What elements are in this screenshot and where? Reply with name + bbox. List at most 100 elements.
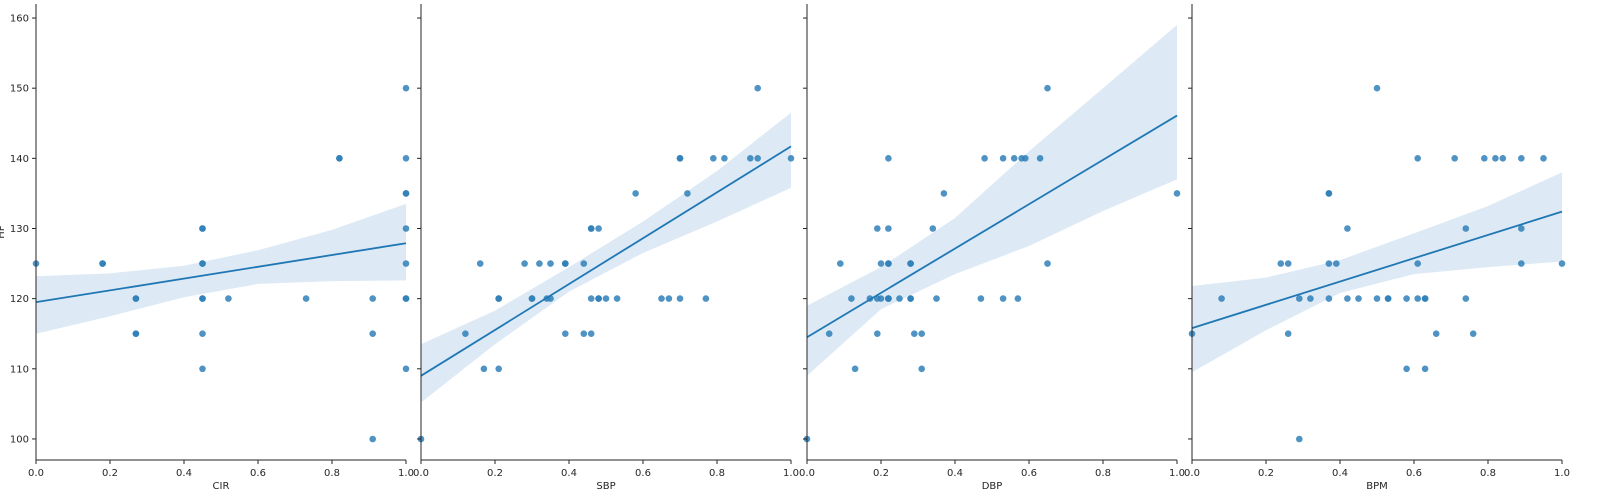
y-tick-label: 160 [10, 14, 29, 25]
data-point [1044, 260, 1051, 267]
data-point [1307, 295, 1314, 302]
data-point [1218, 295, 1225, 302]
x-tick-label: 0.2 [1258, 468, 1274, 479]
data-point [837, 260, 844, 267]
data-point [132, 330, 140, 338]
data-point [825, 330, 833, 338]
x-tick-label: 0.4 [176, 468, 192, 479]
data-point [580, 330, 588, 338]
x-axis-label: SBP [596, 481, 615, 492]
data-point [851, 365, 859, 373]
x-tick-label: 0.2 [102, 468, 118, 479]
data-point [684, 190, 691, 197]
data-point [462, 330, 469, 338]
data-point [199, 225, 206, 232]
data-point [402, 84, 410, 92]
data-point [1325, 190, 1333, 197]
data-point [199, 365, 206, 373]
data-point [710, 155, 717, 162]
data-point [547, 260, 554, 267]
data-point [981, 155, 988, 162]
data-point [1022, 155, 1029, 162]
data-point [848, 295, 855, 302]
x-tick-label: 0.8 [1480, 468, 1496, 479]
data-point [702, 295, 710, 302]
data-point [1344, 295, 1351, 302]
panel-dbp: 0.0 0.2 0.4 0.6 0.8 1.0 DBP [799, 4, 1185, 492]
data-point [1499, 155, 1507, 162]
data-point [225, 295, 232, 302]
y-tick-label: 140 [10, 154, 29, 165]
data-point [1558, 260, 1566, 267]
data-point [336, 155, 343, 162]
x-tick-label: 0.6 [250, 468, 266, 479]
data-point [402, 225, 410, 232]
data-point [587, 225, 595, 232]
data-point [747, 155, 754, 162]
data-point [911, 330, 918, 338]
data-point [885, 155, 892, 162]
x-tick-label: 0.6 [1021, 468, 1037, 479]
data-point [402, 365, 410, 373]
data-point [402, 295, 410, 302]
x-tick-label: 0.4 [1332, 468, 1348, 479]
x-axis-label: DBP [982, 481, 1003, 492]
data-point [1462, 295, 1470, 302]
data-point [562, 260, 569, 267]
data-point [1333, 260, 1340, 267]
data-point [369, 435, 377, 443]
data-point [929, 225, 937, 232]
data-point [787, 155, 795, 162]
data-point [402, 260, 410, 267]
data-point [877, 260, 885, 267]
data-point [676, 155, 684, 162]
data-point [1373, 84, 1381, 92]
data-point [658, 295, 665, 302]
data-point [480, 365, 488, 373]
x-tick-label: 1.0 [398, 468, 414, 479]
panel-sbp: 0.0 0.2 0.4 0.6 0.8 1.0 SBP [413, 4, 799, 492]
data-point [132, 295, 140, 302]
y-tick-label: 120 [10, 294, 29, 305]
data-points [1188, 84, 1566, 443]
data-point [907, 260, 914, 267]
regression-line [35, 242, 407, 304]
data-point [907, 295, 914, 302]
x-tick-label: 0.4 [561, 468, 577, 479]
x-tick-label: 1.0 [1554, 468, 1570, 479]
data-point [885, 225, 892, 232]
data-point [199, 330, 206, 338]
data-point [977, 295, 985, 302]
y-tick-label: 150 [10, 84, 29, 95]
data-point [1414, 155, 1421, 162]
data-point [877, 295, 885, 302]
data-point [587, 295, 595, 302]
data-point [918, 330, 925, 338]
data-point [595, 225, 602, 232]
data-point [940, 190, 948, 197]
data-point [1284, 330, 1292, 338]
data-point [1355, 295, 1362, 302]
x-tick-label: 0.2 [487, 468, 503, 479]
data-point [1403, 365, 1410, 373]
regression-line [420, 145, 792, 377]
data-point [933, 295, 940, 302]
data-point [999, 155, 1007, 162]
data-point [199, 295, 206, 302]
data-points [417, 84, 795, 443]
data-point [721, 155, 728, 162]
data-point [754, 155, 761, 162]
data-point [665, 295, 673, 302]
data-point [1414, 295, 1421, 302]
data-point [495, 365, 503, 373]
data-point [874, 330, 881, 338]
data-point [99, 260, 106, 267]
data-points [32, 84, 410, 443]
data-point [1344, 225, 1351, 232]
data-point [999, 295, 1007, 302]
data-point [580, 260, 588, 267]
data-point [754, 84, 761, 92]
data-point [896, 295, 903, 302]
x-tick-label: 1.0 [1169, 468, 1185, 479]
